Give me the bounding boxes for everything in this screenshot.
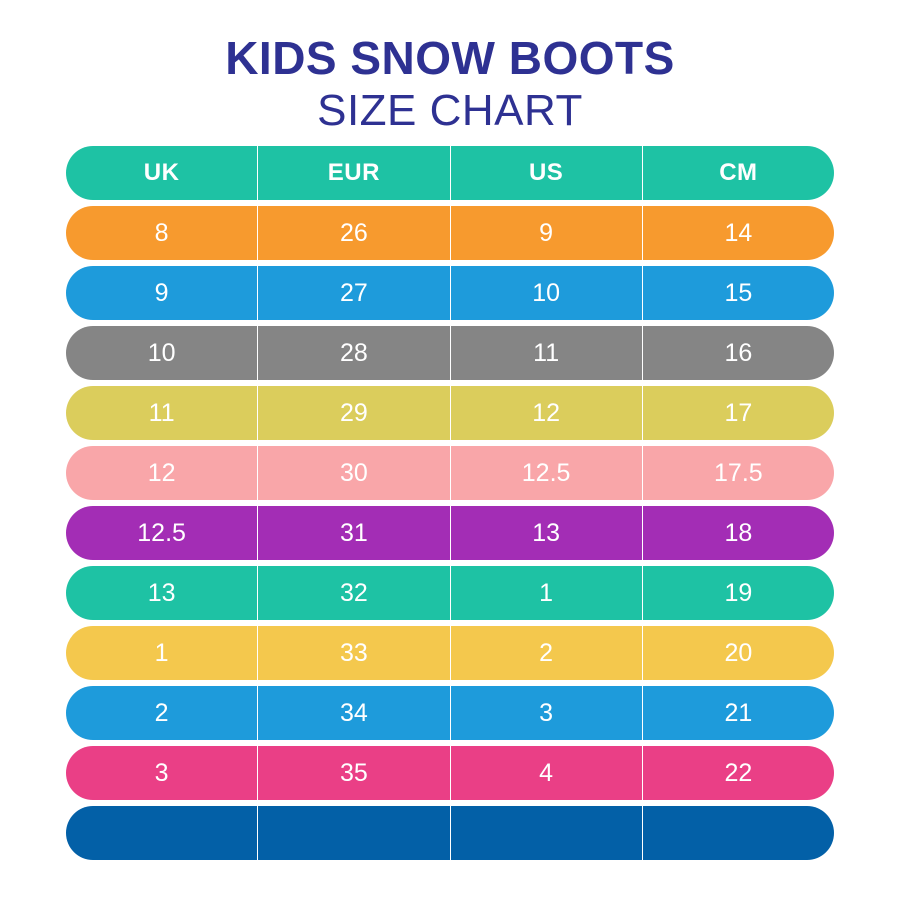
table-row: 3 35 4 22 <box>66 746 834 800</box>
cell-uk: 10 <box>147 338 176 367</box>
cell-us <box>449 806 642 860</box>
cell-us: 11 <box>449 326 642 380</box>
table-row: 8 26 9 14 <box>66 206 834 260</box>
title-line-1: KIDS SNOW BOOTS <box>225 32 675 84</box>
table-row: 13 32 1 19 <box>66 566 834 620</box>
cell-us: 10 <box>449 266 642 320</box>
cell-cm: 16 <box>641 326 834 380</box>
cell-us: 13 <box>449 506 642 560</box>
cell-uk: 12 <box>147 458 176 487</box>
table-row: 12 30 12.5 17.5 <box>66 446 834 500</box>
cell-eur: 29 <box>257 386 449 440</box>
cell-eur: 31 <box>257 506 449 560</box>
cell-uk: 9 <box>154 278 169 307</box>
cell-uk <box>66 806 257 860</box>
cell-cm: 19 <box>641 566 834 620</box>
cell-eur: 34 <box>257 686 449 740</box>
cell-eur: 32 <box>257 566 449 620</box>
cell-uk: 3 <box>154 758 169 787</box>
cell-us: 12 <box>449 386 642 440</box>
header-cell-cm: CM <box>641 146 834 200</box>
chart-title: KIDS SNOW BOOTS SIZE CHART <box>0 30 900 136</box>
cell-eur: 30 <box>257 446 449 500</box>
table-row: 2 34 3 21 <box>66 686 834 740</box>
cell-cm: 18 <box>641 506 834 560</box>
table-row: 9 27 10 15 <box>66 266 834 320</box>
cell-us: 12.5 <box>449 446 642 500</box>
cell-uk: 12.5 <box>137 518 186 547</box>
cell-uk: 13 <box>147 578 176 607</box>
table-header-row: UK EUR US CM <box>66 146 834 200</box>
cell-cm: 15 <box>641 266 834 320</box>
table-row: 12.5 31 13 18 <box>66 506 834 560</box>
cell-uk: 2 <box>154 698 169 727</box>
cell-eur: 27 <box>257 266 449 320</box>
cell-cm: 17 <box>641 386 834 440</box>
header-cell-us: US <box>449 146 642 200</box>
cell-eur <box>257 806 449 860</box>
cell-cm: 22 <box>641 746 834 800</box>
cell-us: 3 <box>449 686 642 740</box>
table-row: 11 29 12 17 <box>66 386 834 440</box>
size-table: UK EUR US CM 8 26 9 14 9 27 10 15 10 28 … <box>66 146 834 866</box>
table-row <box>66 806 834 860</box>
cell-us: 2 <box>449 626 642 680</box>
cell-cm <box>641 806 834 860</box>
cell-cm: 14 <box>641 206 834 260</box>
cell-us: 1 <box>449 566 642 620</box>
cell-us: 9 <box>449 206 642 260</box>
cell-eur: 26 <box>257 206 449 260</box>
cell-eur: 35 <box>257 746 449 800</box>
cell-eur: 33 <box>257 626 449 680</box>
cell-uk: 11 <box>148 398 175 427</box>
cell-uk: 1 <box>154 638 169 667</box>
title-line-2: SIZE CHART <box>317 86 583 135</box>
cell-uk: 8 <box>154 218 169 247</box>
header-cell-uk: UK <box>143 159 180 186</box>
header-cell-eur: EUR <box>257 146 449 200</box>
cell-eur: 28 <box>257 326 449 380</box>
cell-cm: 21 <box>641 686 834 740</box>
table-row: 1 33 2 20 <box>66 626 834 680</box>
cell-cm: 17.5 <box>641 446 834 500</box>
table-row: 10 28 11 16 <box>66 326 834 380</box>
cell-us: 4 <box>449 746 642 800</box>
cell-cm: 20 <box>641 626 834 680</box>
